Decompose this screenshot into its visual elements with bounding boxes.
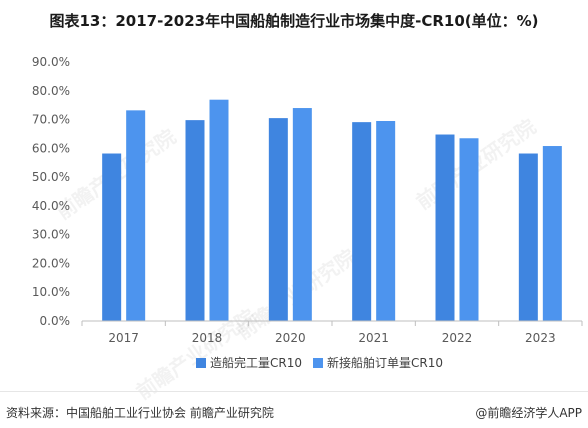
bar-completed-2017 <box>102 153 122 321</box>
y-axis-ticks: 0.0% 10.0% 20.0% 30.0% 40.0% 50.0% 60.0% 70.0% 8… <box>32 55 70 328</box>
bar-orders-2022 <box>459 138 479 321</box>
bar-orders-2017 <box>126 110 146 321</box>
x-tick-label: 2020 <box>275 331 306 345</box>
brand-credit: @前瞻经济学人APP <box>475 406 582 420</box>
x-tick-label: 2018 <box>192 331 223 345</box>
x-tick-label: 2021 <box>358 331 389 345</box>
bar-orders-2021 <box>376 120 396 321</box>
y-tick-label: 50.0% <box>32 170 70 184</box>
y-tick-label: 90.0% <box>32 55 70 69</box>
y-tick-label: 40.0% <box>32 199 70 213</box>
source-note: 资料来源：中国船舶工业行业协会 前瞻产业研究院 <box>6 406 274 420</box>
y-tick-label: 80.0% <box>32 84 70 98</box>
bar-completed-2021 <box>352 122 372 321</box>
bar-completed-2020 <box>268 118 288 321</box>
y-tick-label: 30.0% <box>32 228 70 242</box>
footer-divider <box>0 391 588 392</box>
bar-orders-2023 <box>542 146 562 321</box>
legend-label: 造船完工量CR10 <box>210 355 302 370</box>
x-axis: 2017 2018 2020 2021 2022 2023 <box>81 320 583 345</box>
y-tick-label: 70.0% <box>32 113 70 127</box>
legend-swatch <box>313 358 323 368</box>
legend: 造船完工量CR10 新接船舶订单量CR10 <box>196 355 443 370</box>
y-tick-label: 60.0% <box>32 141 70 155</box>
bar-completed-2022 <box>435 134 455 321</box>
bar-orders-2020 <box>292 108 312 322</box>
y-tick-label: 0.0% <box>40 314 71 328</box>
chart-title: 图表13：2017-2023年中国船舶制造行业市场集中度-CR10(单位：%) <box>49 12 539 30</box>
bar-orders-2018 <box>209 99 229 322</box>
bar-completed-2023 <box>518 153 538 321</box>
legend-label: 新接船舶订单量CR10 <box>327 355 443 370</box>
x-tick-label: 2017 <box>108 331 139 345</box>
legend-swatch <box>196 358 206 368</box>
bar-completed-2018 <box>185 120 205 322</box>
x-tick-label: 2022 <box>442 331 473 345</box>
x-tick-label: 2023 <box>525 331 556 345</box>
y-tick-label: 10.0% <box>32 285 70 299</box>
bars-layer <box>102 99 562 322</box>
y-tick-label: 20.0% <box>32 256 70 270</box>
